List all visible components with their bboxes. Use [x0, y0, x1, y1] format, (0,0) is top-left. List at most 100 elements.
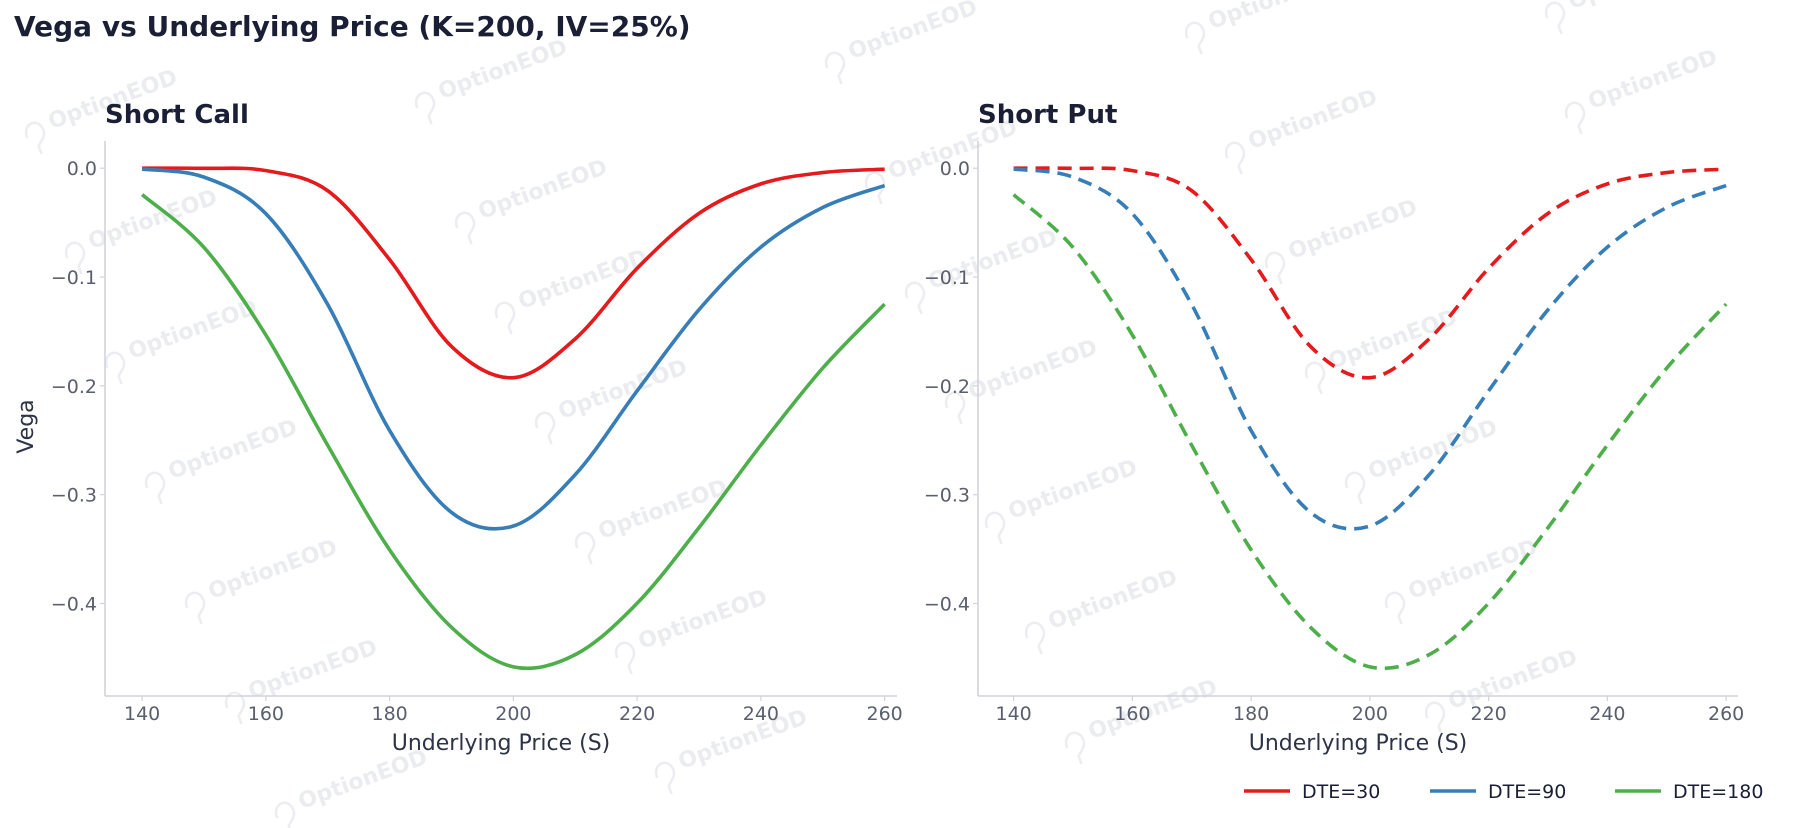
watermark: OptionEOD [654, 705, 811, 795]
watermark-logo-icon [1264, 251, 1286, 285]
y-axis-label: Vega [14, 399, 39, 453]
x-tick-label: 220 [619, 703, 655, 725]
watermark: OptionEOD [414, 35, 571, 125]
watermark-text: OptionEOD [205, 535, 341, 605]
y-tick-label: 0.0 [940, 158, 970, 180]
legend-label: DTE=90 [1488, 781, 1566, 803]
y-tick-label: −0.3 [924, 485, 970, 507]
x-tick-label: 180 [1233, 703, 1269, 725]
watermark-text: OptionEOD [845, 0, 981, 65]
watermark-text: OptionEOD [515, 245, 651, 315]
watermark-text: OptionEOD [1565, 0, 1701, 15]
watermark-text: OptionEOD [635, 585, 771, 655]
x-tick-label: 200 [495, 703, 531, 725]
chart-panel-short-call: Short Call 0.0 −0.1 −0.2 −0.3 −0.4 140 160 180 20… [14, 100, 903, 756]
watermark-logo-icon [1564, 101, 1586, 135]
watermark: OptionEOD [1184, 0, 1341, 55]
watermark: OptionEOD [224, 635, 381, 725]
watermark-logo-icon [1184, 21, 1206, 55]
watermark-text: OptionEOD [435, 35, 571, 105]
watermark-logo-icon [494, 301, 516, 335]
y-tick-label: −0.3 [51, 485, 97, 507]
watermark-text: OptionEOD [125, 295, 261, 365]
legend-label: DTE=30 [1302, 781, 1380, 803]
watermark-logo-icon [414, 91, 436, 125]
legend-label: DTE=180 [1673, 781, 1763, 803]
watermark: OptionEOD [454, 155, 611, 245]
watermark-text: OptionEOD [1325, 305, 1461, 375]
watermark-logo-icon [864, 171, 886, 205]
watermark-logo-icon [64, 241, 86, 275]
watermark: OptionEOD [1544, 0, 1701, 35]
watermark: OptionEOD [574, 475, 731, 565]
y-tick-label: 0.0 [67, 158, 97, 180]
watermark-logo-icon [1224, 141, 1246, 175]
watermark: OptionEOD [1564, 45, 1721, 135]
watermark-logo-icon [1304, 361, 1326, 395]
watermark-text: OptionEOD [165, 415, 301, 485]
series-line-dte-180 [140, 193, 886, 671]
watermark: OptionEOD [494, 245, 651, 335]
watermark-logo-icon [1344, 471, 1366, 505]
watermark: OptionEOD [144, 415, 301, 505]
x-tick-label: 140 [124, 703, 160, 725]
y-tick-label: −0.1 [924, 267, 970, 289]
watermark-logo-icon [824, 51, 846, 85]
watermark-text: OptionEOD [1365, 415, 1501, 485]
watermark-logo-icon [24, 121, 46, 155]
x-axis-label: Underlying Price (S) [392, 731, 611, 756]
x-tick-label: 260 [866, 703, 902, 725]
watermark-text: OptionEOD [245, 635, 381, 705]
chart-panel-short-put: Short Put 0.0 −0.1 −0.2 −0.3 −0.4 140 160 180 200… [924, 100, 1744, 756]
x-tick-label: 160 [248, 703, 284, 725]
watermark-text: OptionEOD [1005, 455, 1141, 525]
watermark: OptionEOD [614, 585, 771, 675]
watermark-logo-icon [904, 281, 926, 315]
watermark: OptionEOD [184, 535, 341, 625]
legend-item-dte-90: DTE=90 [1430, 781, 1566, 803]
watermark-text: OptionEOD [1045, 565, 1181, 635]
legend-item-dte-180: DTE=180 [1615, 781, 1763, 803]
watermark-logo-icon [104, 351, 126, 385]
watermark-logo-icon [574, 531, 596, 565]
watermark-text: OptionEOD [1405, 535, 1541, 605]
watermark-logo-icon [1384, 591, 1406, 625]
watermark: OptionEOD [1344, 415, 1501, 505]
series-line-dte-90 [1013, 167, 1727, 531]
watermark-logo-icon [984, 511, 1006, 545]
y-tick-label: −0.2 [924, 376, 970, 398]
legend-item-dte-30: DTE=30 [1244, 781, 1380, 803]
x-tick-label: 240 [743, 703, 779, 725]
watermark-logo-icon [614, 641, 636, 675]
x-tick-label: 260 [1708, 703, 1744, 725]
watermark: OptionEOD [824, 0, 981, 85]
watermark: OptionEOD [64, 185, 221, 275]
watermark-text: OptionEOD [1245, 85, 1381, 155]
watermark-logo-icon [534, 411, 556, 445]
watermark-logo-icon [944, 391, 966, 425]
x-tick-label: 160 [1114, 703, 1150, 725]
y-tick-label: −0.1 [51, 267, 97, 289]
x-tick-label: 140 [995, 703, 1031, 725]
y-tick-label: −0.4 [924, 594, 970, 616]
watermark-logo-icon [1544, 1, 1566, 35]
y-tick-label: −0.4 [51, 594, 97, 616]
series-line-dte-30 [142, 166, 885, 380]
watermark-logo-icon [654, 761, 676, 795]
panel-title: Short Call [105, 100, 249, 130]
watermark-text: OptionEOD [1585, 45, 1721, 115]
series-line-dte-90 [141, 167, 886, 531]
watermark-text: OptionEOD [1205, 0, 1341, 35]
watermark-logo-icon [454, 211, 476, 245]
x-axis-label: Underlying Price (S) [1249, 731, 1468, 756]
legend: DTE=30 DTE=90 DTE=180 [1244, 781, 1763, 803]
watermark: OptionEOD [104, 295, 261, 385]
watermark: OptionEOD [534, 355, 691, 445]
series-line-dte-30 [1013, 166, 1727, 380]
panel-title: Short Put [978, 100, 1117, 130]
watermark-text: OptionEOD [475, 155, 611, 225]
x-tick-label: 200 [1352, 703, 1388, 725]
watermark: OptionEOD [274, 745, 431, 828]
figure-title: Vega vs Underlying Price (K=200, IV=25%) [14, 10, 691, 43]
